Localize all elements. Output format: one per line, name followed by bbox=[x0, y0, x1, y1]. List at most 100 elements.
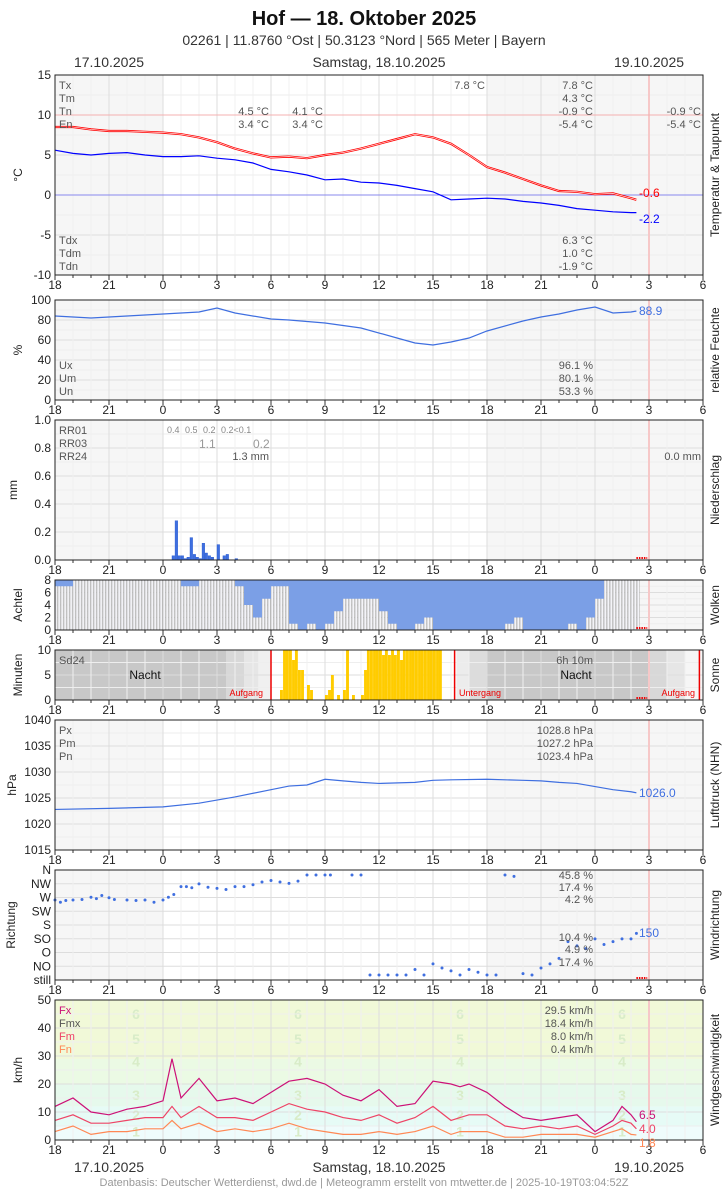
wind-direction-point bbox=[64, 899, 68, 903]
wind-fm-line bbox=[54, 1102, 637, 1136]
cloud-bar-bg bbox=[75, 579, 79, 631]
cloud-cover-bar bbox=[478, 580, 487, 630]
tdx-value: 6.3 °C bbox=[562, 235, 593, 247]
sunshine-bar bbox=[352, 695, 355, 700]
pressure-end-label: 1026.0 bbox=[639, 786, 676, 800]
rr03-value: 0.2 bbox=[253, 437, 270, 451]
tx-value: 7.8 °C bbox=[562, 80, 593, 92]
wind-direction-point bbox=[215, 886, 219, 890]
plot-frame bbox=[54, 999, 704, 1141]
y-tick-label: 15 bbox=[38, 68, 52, 82]
fn-value: 0.4 km/h bbox=[551, 1044, 593, 1056]
y-tick-label: 1015 bbox=[24, 843, 51, 857]
plot-frame bbox=[54, 579, 704, 631]
x-tick-label: 18 bbox=[48, 633, 62, 647]
cloud-bar-bg bbox=[633, 579, 637, 631]
y-axis-label: % bbox=[11, 344, 25, 355]
wind-direction-point bbox=[260, 880, 264, 884]
y-tick-label: 30 bbox=[38, 1049, 52, 1063]
rr24-next-value: 0.0 mm bbox=[664, 451, 701, 463]
cloud-bar-bg bbox=[228, 579, 232, 631]
date-left: 17.10.2025 bbox=[74, 54, 144, 70]
y-tick-label: 40 bbox=[38, 1021, 52, 1035]
label-px: Px bbox=[59, 725, 72, 737]
cloud-bar-bg bbox=[150, 579, 154, 631]
label-ux: Ux bbox=[59, 360, 73, 372]
panel-title: Windgeschwindigkeit bbox=[708, 1013, 722, 1126]
wind-direction-point bbox=[172, 892, 176, 896]
tx-peak: 7.8 °C bbox=[454, 80, 485, 92]
sunshine-bar bbox=[433, 650, 436, 700]
cloud-bar-bg bbox=[147, 579, 151, 631]
cloud-bar-bg bbox=[219, 579, 223, 631]
y-tick-label: 10 bbox=[38, 108, 52, 122]
sunshine-bar bbox=[382, 655, 385, 700]
cloud-cover-bar bbox=[541, 580, 550, 630]
cloud-bar-bg bbox=[603, 579, 607, 631]
y-axis-label: Achtel bbox=[11, 588, 25, 621]
wind-direction-point bbox=[377, 973, 381, 977]
winddir-stat: 45.8 % bbox=[559, 870, 593, 882]
beaufort-label: 5 bbox=[456, 1031, 464, 1047]
wind-direction-point bbox=[269, 879, 273, 883]
wind-direction-point bbox=[143, 898, 147, 902]
fx-end-label: 6.5 bbox=[639, 1108, 656, 1122]
x-tick-label: 15 bbox=[426, 983, 440, 997]
tn-next: -0.9 °C bbox=[667, 106, 701, 118]
x-tick-label: 3 bbox=[214, 853, 221, 867]
y-tick-label: 0.8 bbox=[34, 441, 51, 455]
x-tick-label: 6 bbox=[268, 853, 275, 867]
sunshine-bar bbox=[289, 650, 292, 700]
cloud-cover-bar bbox=[577, 580, 586, 630]
cloud-bar-bg bbox=[612, 579, 616, 631]
station-info: 02261 | 11.8760 °Ost | 50.3123 °Nord | 5… bbox=[182, 32, 545, 48]
y-tick-label: SW bbox=[32, 904, 52, 918]
x-tick-label: 21 bbox=[102, 563, 116, 577]
cloud-cover-bar bbox=[352, 580, 361, 599]
sunrise-label: Aufgang bbox=[229, 688, 263, 698]
y-tick-label: 40 bbox=[38, 353, 52, 367]
x-tick-label: 12 bbox=[372, 278, 386, 292]
cloud-bar-bg bbox=[69, 579, 73, 631]
wind-direction-point bbox=[386, 973, 390, 977]
x-tick-label: 0 bbox=[160, 1143, 167, 1157]
sunshine-bar bbox=[397, 650, 400, 700]
cloud-cover-bar bbox=[388, 580, 397, 624]
cloud-bar-bg bbox=[609, 579, 613, 631]
wind-direction-point bbox=[467, 967, 471, 971]
plot-frame bbox=[54, 869, 704, 981]
x-tick-label: 3 bbox=[214, 983, 221, 997]
cloud-bar-bg bbox=[96, 579, 100, 631]
x-tick-label: 9 bbox=[322, 1143, 329, 1157]
day2-en: 3.4 °C bbox=[292, 119, 323, 131]
cloud-bar-bg bbox=[141, 579, 145, 631]
sunset-label: Untergang bbox=[459, 688, 501, 698]
cloud-bar-bg bbox=[225, 579, 229, 631]
cloud-cover-bar bbox=[289, 580, 298, 624]
sunshine-bar bbox=[330, 675, 334, 700]
date-center: Samstag, 18.10.2025 bbox=[312, 54, 445, 70]
cloud-bar-bg bbox=[177, 579, 181, 631]
label-pn: Pn bbox=[59, 751, 72, 763]
x-tick-label: 3 bbox=[646, 633, 653, 647]
cloud-bar-bg bbox=[192, 579, 196, 631]
precip-bar bbox=[189, 537, 193, 561]
wind-direction-point bbox=[94, 897, 98, 901]
y-tick-label: -5 bbox=[40, 228, 51, 242]
cloud-bar-bg bbox=[234, 579, 238, 631]
sunshine-bar bbox=[406, 650, 409, 700]
cloud-bar-bg bbox=[153, 579, 157, 631]
cloud-bar-bg bbox=[183, 579, 187, 631]
sunshine-bar bbox=[402, 650, 406, 700]
x-tick-label: 21 bbox=[534, 278, 548, 292]
cloud-bar-bg bbox=[189, 579, 193, 631]
y-tick-label: 1020 bbox=[24, 817, 51, 831]
x-tick-label: 21 bbox=[534, 633, 548, 647]
footer-credits: Datenbasis: Deutscher Wetterdienst, dwd.… bbox=[100, 1177, 629, 1189]
wind-direction-point bbox=[548, 962, 552, 966]
x-tick-label: 18 bbox=[48, 563, 62, 577]
cloud-cover-bar bbox=[442, 580, 451, 630]
y-axis-label: mm bbox=[6, 480, 20, 500]
label-um: Um bbox=[59, 373, 76, 385]
